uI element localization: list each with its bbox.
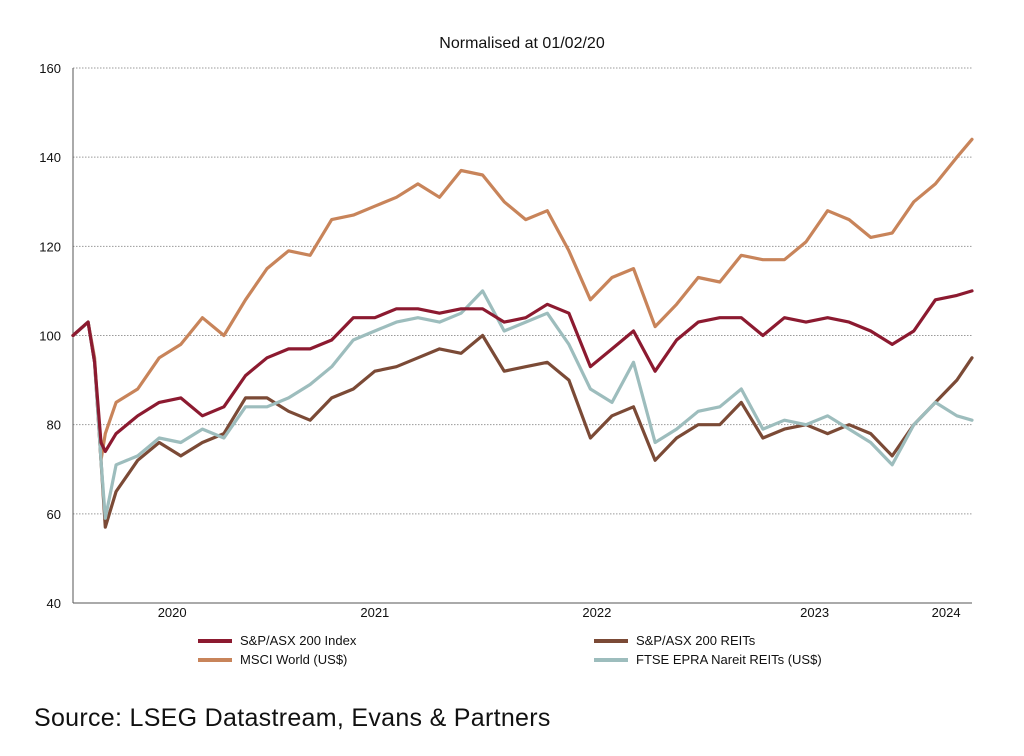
legend-label: S&P/ASX 200 Index [240,633,357,648]
legend-swatch [594,638,628,643]
legend-label: MSCI World (US$) [240,652,348,667]
y-tick-label: 160 [39,61,61,76]
y-tick-label: 40 [47,596,61,611]
legend-label: FTSE EPRA Nareit REITs (US$) [636,652,822,667]
legend-swatch [198,638,232,643]
y-tick-label: 80 [47,418,61,433]
x-tick-label: 2022 [582,605,611,620]
y-axis: 40 60 80 100 120 140 160 [39,61,74,611]
series-lines [71,137,974,529]
legend-swatch [594,657,628,662]
series-line-msci-world-us [71,137,974,462]
legend-item-msci-world: MSCI World (US$) [198,652,347,667]
chart-title: Normalised at 01/02/20 [439,35,605,52]
series-line-s-p-asx-200-reits [71,320,974,529]
legend-item-ftse-epra: FTSE EPRA Nareit REITs (US$) [594,652,822,667]
legend-label: S&P/ASX 200 REITs [636,633,756,648]
x-tick-label: 2024 [932,605,961,620]
y-tick-label: 100 [39,329,61,344]
y-tick-label: 140 [39,150,61,165]
gridlines [73,67,972,515]
legend-item-asx200-reits: S&P/ASX 200 REITs [594,633,755,648]
x-tick-label: 2020 [158,605,187,620]
y-tick-label: 120 [39,239,61,254]
series-line-ftse-epra-nareit-reits-us [71,289,974,520]
y-tick-label: 60 [47,507,61,522]
legend-swatch [198,657,232,662]
series-line-s-p-asx-200-index [71,289,974,453]
x-tick-label: 2021 [360,605,389,620]
legend-item-asx200: S&P/ASX 200 Index [198,633,356,648]
x-tick-label: 2023 [800,605,829,620]
x-axis: 2020 2021 2022 2023 2024 [73,602,972,620]
source-note: Source: LSEG Datastream, Evans & Partner… [34,704,551,732]
